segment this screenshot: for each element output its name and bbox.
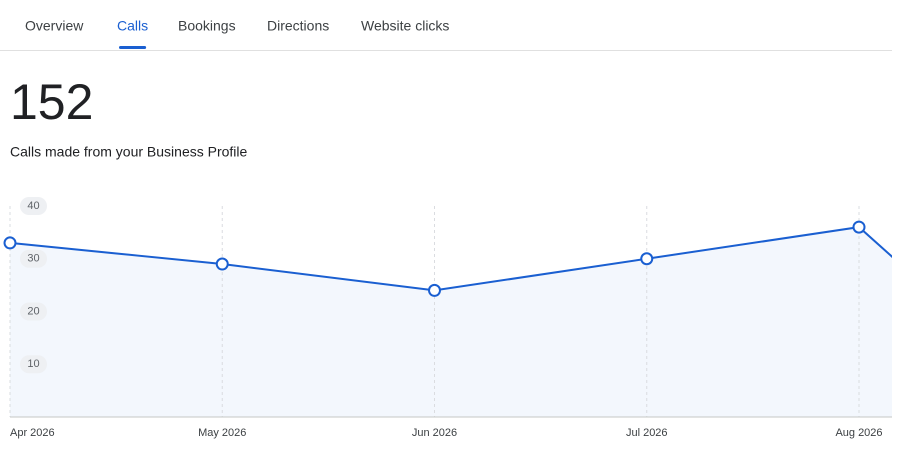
- y-tick-pill: [20, 249, 47, 268]
- y-tick-pill: [20, 355, 47, 374]
- summary-label: Calls made from your Business Profile: [10, 144, 248, 160]
- tab[interactable]: Overview: [25, 18, 84, 34]
- tab[interactable]: Directions: [267, 18, 329, 34]
- area: [10, 227, 892, 417]
- x-tick-label: Jun 2026: [412, 427, 457, 439]
- x-tick-label: May 2026: [198, 427, 246, 439]
- plot: [3, 206, 892, 417]
- x-tick-label: Apr 2026: [10, 427, 55, 439]
- line: [9, 226, 892, 292]
- x-tick-label: Jul 2026: [626, 427, 668, 439]
- tab[interactable]: Website clicks: [361, 18, 449, 34]
- point: [215, 257, 229, 271]
- tab[interactable]: Bookings: [178, 18, 236, 34]
- y-tick-label: 10: [27, 358, 39, 370]
- point: [852, 220, 866, 234]
- y-tick-label: 20: [27, 305, 39, 317]
- point: [640, 252, 654, 266]
- y-tick-pill: [20, 302, 47, 321]
- y-tick-label: 40: [27, 200, 39, 212]
- tab[interactable]: Calls: [117, 18, 148, 34]
- active-tab-indicator: [119, 46, 147, 49]
- x-tick-label: Aug 2026: [835, 427, 882, 439]
- y-tick-pill: [20, 197, 47, 215]
- y-tick-label: 30: [27, 253, 39, 265]
- point: [3, 236, 17, 250]
- point: [428, 283, 441, 297]
- summary-value: 152: [10, 74, 93, 130]
